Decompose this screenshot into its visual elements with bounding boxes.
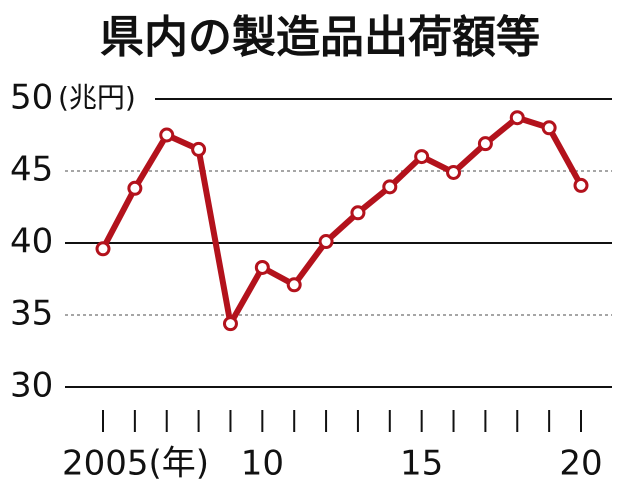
marker [254, 259, 270, 275]
chart-title: 県内の製造品出荷額等 [100, 12, 540, 63]
marker [159, 127, 175, 143]
marker [382, 179, 398, 195]
marker [222, 316, 238, 332]
x-tick-label: 20 [559, 444, 602, 484]
y-tick-label: 35 [10, 294, 53, 334]
x-tick-label: 10 [241, 444, 284, 484]
marker [541, 120, 557, 136]
y-tick-label: 40 [10, 222, 53, 262]
x-tick-label: 15 [400, 444, 443, 484]
y-tick-label: 45 [10, 150, 53, 190]
marker [191, 141, 207, 157]
marker [318, 234, 334, 250]
y-axis-label: (兆円) [58, 81, 136, 114]
marker [446, 164, 462, 180]
marker [95, 241, 111, 257]
y-tick-label: 30 [10, 366, 53, 406]
marker [127, 180, 143, 196]
marker [286, 277, 302, 293]
marker [414, 149, 430, 165]
line [100, 114, 584, 327]
x-tick-label: 2005(年) [62, 444, 209, 484]
marker [509, 110, 525, 126]
marker [477, 136, 493, 152]
y-tick-label: 50 [10, 78, 53, 118]
marker [350, 205, 366, 221]
marker [573, 177, 589, 193]
